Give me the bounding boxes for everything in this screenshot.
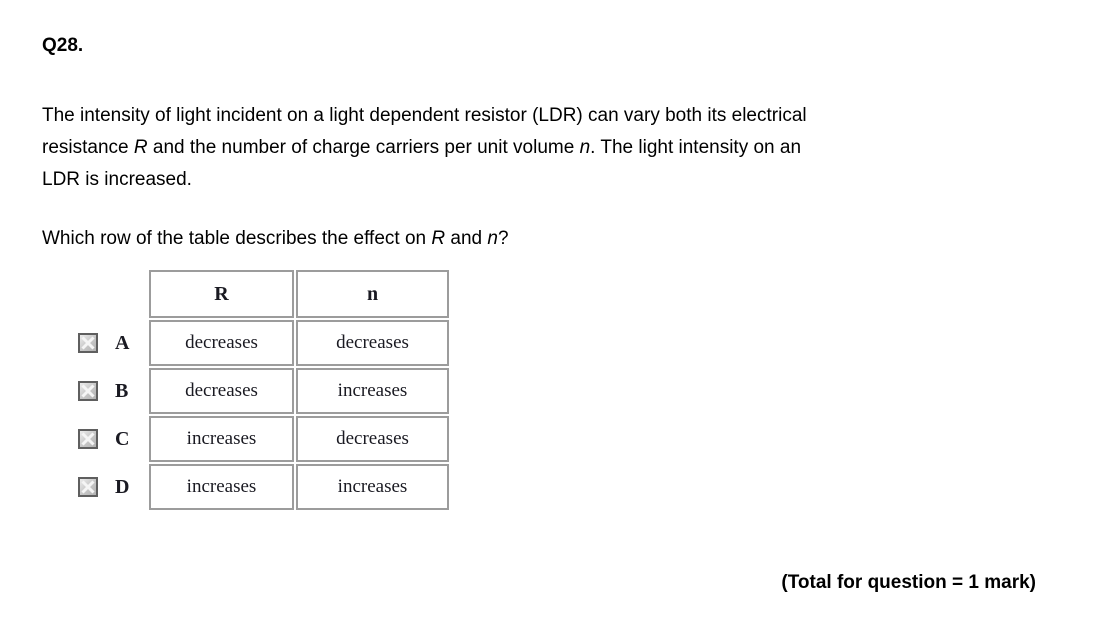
cell-c-n: decreases	[296, 416, 449, 462]
option-marker-c: C	[78, 428, 129, 450]
prompt-text: and	[445, 228, 488, 249]
symbol-n: n	[579, 137, 591, 158]
symbol-R: R	[431, 228, 446, 249]
option-marker-b: B	[78, 380, 128, 402]
option-letter-c: C	[115, 428, 130, 450]
prompt-text: ?	[497, 228, 509, 249]
table-header-r: R	[149, 270, 294, 318]
option-letter-a: A	[115, 332, 130, 354]
cell-b-n: increases	[296, 368, 449, 414]
cell-d-r: increases	[149, 464, 294, 510]
body-line-2-text: . The light intensity on an	[590, 137, 802, 158]
cell-b-r: decreases	[149, 368, 294, 414]
question-number: Q28.	[42, 35, 84, 56]
option-letter-b: B	[115, 380, 129, 402]
body-line-1: The intensity of light incident on a lig…	[42, 105, 807, 126]
cell-d-n: increases	[296, 464, 449, 510]
total-marks-label: (Total for question = 1 mark)	[781, 572, 1036, 593]
checkbox-x-icon	[81, 336, 95, 350]
cell-a-n: decreases	[296, 320, 449, 366]
table-row-a: decreases decreases	[149, 320, 449, 366]
option-d-checkbox[interactable]	[78, 477, 98, 497]
checkbox-x-icon	[81, 384, 95, 398]
answer-table: R n decreases decreases decreases increa…	[147, 268, 451, 512]
option-marker-d: D	[78, 476, 129, 498]
question-prompt: Which row of the table describes the eff…	[42, 223, 509, 255]
cell-c-r: increases	[149, 416, 294, 462]
option-marker-a: A	[78, 332, 129, 354]
checkbox-x-icon	[81, 480, 95, 494]
cell-a-r: decreases	[149, 320, 294, 366]
table-header-n: n	[296, 270, 449, 318]
table-row-c: increases decreases	[149, 416, 449, 462]
prompt-text: Which row of the table describes the eff…	[42, 228, 432, 249]
table-header-row: R n	[149, 270, 449, 318]
body-line-2-text: and the number of charge carriers per un…	[147, 137, 580, 158]
symbol-n: n	[487, 228, 498, 249]
option-letter-d: D	[115, 476, 130, 498]
body-line-2-text: resistance	[42, 137, 134, 158]
table-row-d: increases increases	[149, 464, 449, 510]
table-row-b: decreases increases	[149, 368, 449, 414]
option-b-checkbox[interactable]	[78, 381, 98, 401]
checkbox-x-icon	[81, 432, 95, 446]
body-line-3: LDR is increased.	[42, 169, 192, 190]
option-a-checkbox[interactable]	[78, 333, 98, 353]
symbol-R: R	[133, 137, 148, 158]
option-c-checkbox[interactable]	[78, 429, 98, 449]
body-line-2: resistance R and the number of charge ca…	[42, 132, 807, 164]
question-body: The intensity of light incident on a lig…	[42, 100, 807, 196]
